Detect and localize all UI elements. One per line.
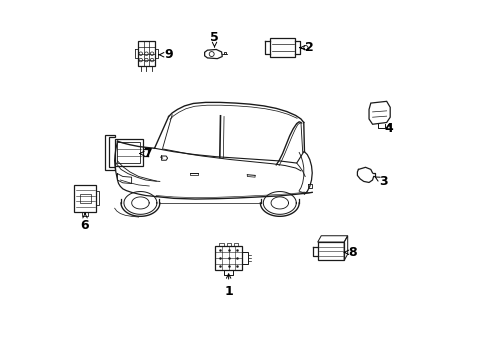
Text: 9: 9 [159,48,173,61]
Text: 3: 3 [374,175,387,188]
Text: 6: 6 [81,213,89,232]
Text: 8: 8 [344,246,356,259]
Bar [80,194,90,203]
Text: 7: 7 [140,147,152,160]
Bar [114,139,142,166]
Bar [242,252,248,264]
Text: 1: 1 [224,274,232,298]
Bar [317,242,344,260]
Text: 5: 5 [210,31,219,47]
Bar [269,38,295,57]
Text: 4: 4 [384,122,393,135]
Bar [215,246,242,270]
Bar [117,142,140,163]
Bar [74,185,96,212]
Text: 2: 2 [299,41,313,54]
Bar [96,192,99,205]
Bar [138,41,155,66]
